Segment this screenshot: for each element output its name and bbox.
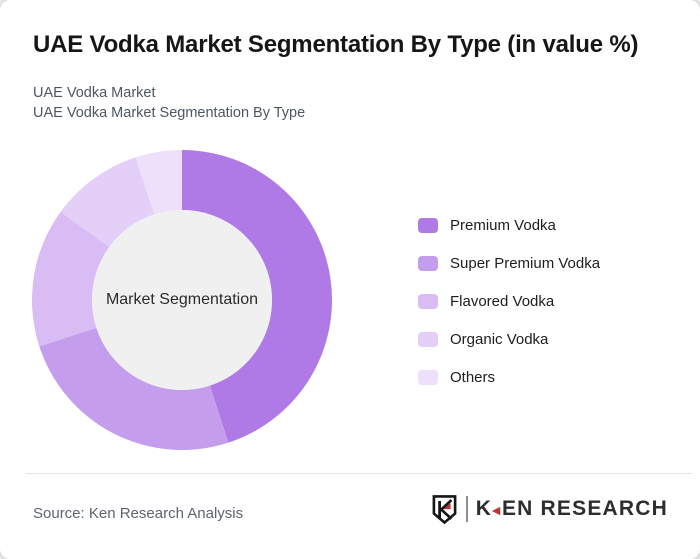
brand-red-arrow-icon: ◄ bbox=[489, 502, 503, 518]
legend-label: Others bbox=[450, 368, 496, 386]
subtitle-line-2: UAE Vodka Market Segmentation By Type bbox=[33, 105, 306, 121]
legend-swatch bbox=[418, 331, 438, 347]
legend-label: Organic Vodka bbox=[450, 330, 549, 348]
legend-label: Flavored Vodka bbox=[450, 292, 555, 310]
source-text: Source: Ken Research Analysis bbox=[33, 505, 244, 522]
page-title: UAE Vodka Market Segmentation By Type (i… bbox=[33, 31, 639, 58]
legend-item-organic-vodka: Organic Vodka bbox=[418, 330, 600, 348]
legend-item-premium-vodka: Premium Vodka bbox=[418, 216, 600, 234]
donut-segment-2 bbox=[32, 211, 110, 347]
donut-segment-4 bbox=[135, 150, 182, 215]
logo-separator bbox=[465, 496, 468, 522]
legend-swatch bbox=[418, 255, 438, 271]
ken-research-logo: K◄EN RESEARCH bbox=[430, 492, 668, 526]
ken-research-shield-icon bbox=[432, 494, 457, 524]
legend-swatch bbox=[418, 293, 438, 309]
legend-item-others: Others bbox=[418, 368, 600, 386]
brand-letter-k: K bbox=[475, 497, 493, 520]
donut-segment-0 bbox=[182, 150, 332, 443]
legend-label: Premium Vodka bbox=[450, 216, 556, 234]
subtitle-line-1: UAE Vodka Market bbox=[33, 85, 156, 101]
legend-item-flavored-vodka: Flavored Vodka bbox=[418, 292, 600, 310]
footer-divider bbox=[26, 473, 692, 474]
brand-text: K◄EN RESEARCH bbox=[476, 497, 668, 521]
chart-subtitles: UAE Vodka Market UAE Vodka Market Segmen… bbox=[33, 83, 305, 123]
legend-label: Super Premium Vodka bbox=[450, 254, 601, 272]
legend-swatch bbox=[418, 217, 438, 233]
legend-item-super-premium-vodka: Super Premium Vodka bbox=[418, 254, 601, 272]
donut-chart: Market Segmentation bbox=[32, 150, 332, 450]
donut-segment-3 bbox=[60, 157, 155, 248]
donut-center-circle bbox=[92, 210, 272, 390]
donut-chart-svg bbox=[32, 150, 332, 450]
brand-rest: EN RESEARCH bbox=[501, 497, 668, 520]
chart-legend: Premium Vodka Super Premium Vodka Flavor… bbox=[418, 217, 600, 407]
legend-swatch bbox=[418, 369, 438, 385]
donut-segment-1 bbox=[39, 327, 229, 450]
